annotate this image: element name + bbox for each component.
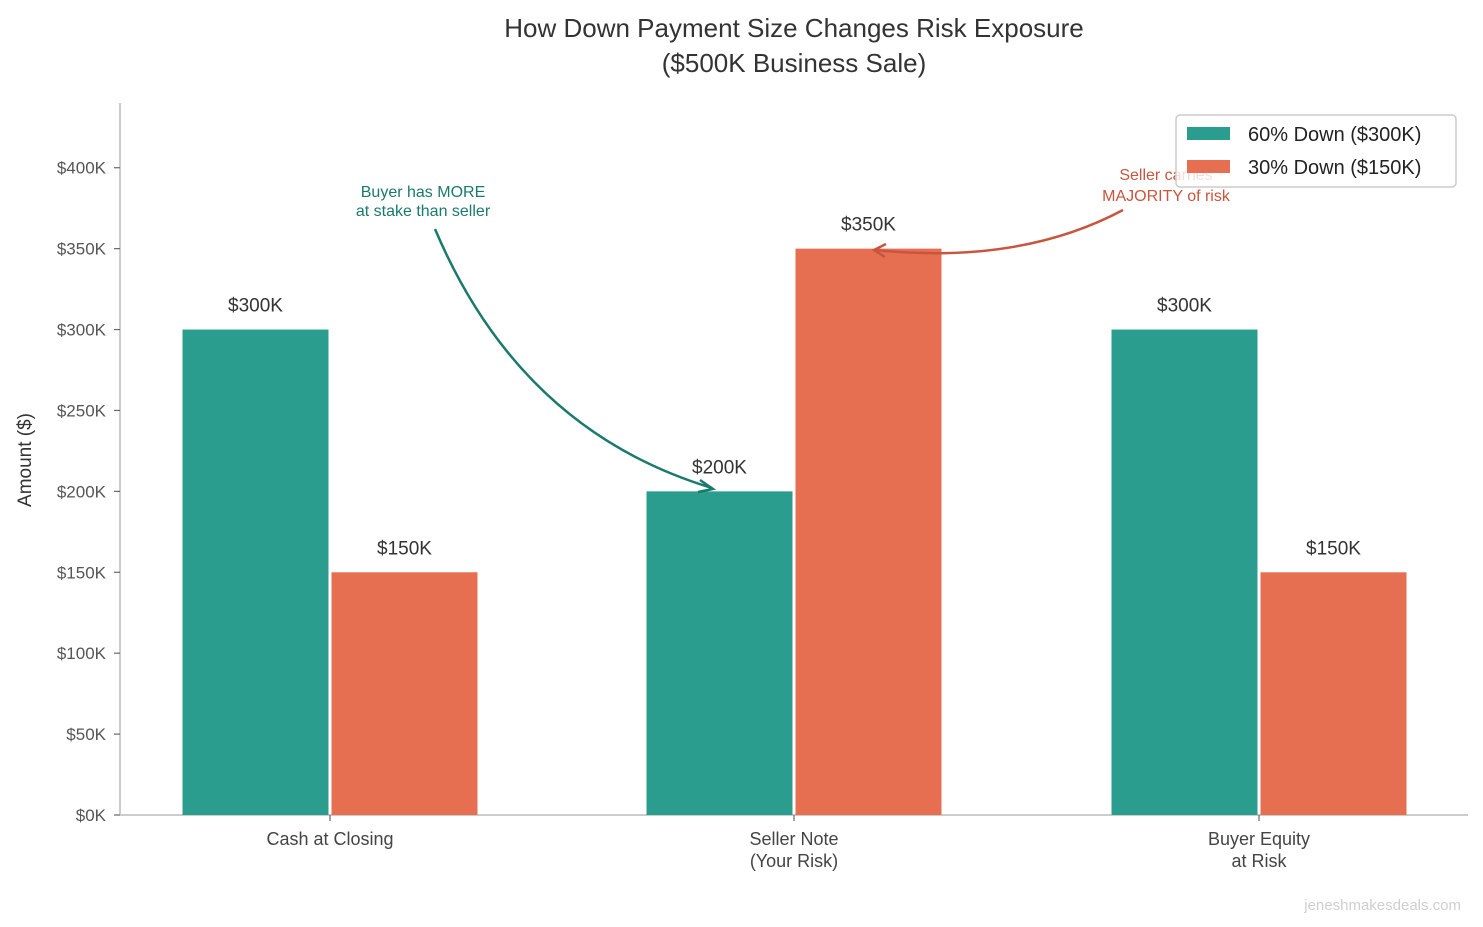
data-label: $300K	[1157, 296, 1212, 317]
y-tick-label: $400K	[57, 159, 107, 178]
x-tick-label: (Your Risk)	[750, 851, 838, 871]
y-tick-label: $350K	[57, 240, 107, 259]
x-tick-label: Seller Note	[749, 829, 838, 849]
annotation-arrow	[433, 228, 713, 490]
y-tick-label: $50K	[66, 725, 106, 744]
annotation-text: Buyer has MORE	[361, 184, 485, 201]
chart-title: How Down Payment Size Changes Risk Expos…	[504, 13, 1083, 43]
chart-subtitle: ($500K Business Sale)	[662, 48, 926, 78]
data-label: $150K	[377, 538, 432, 559]
y-tick-label: $250K	[57, 401, 107, 420]
data-label: $150K	[1306, 538, 1361, 559]
y-tick-label: $300K	[57, 321, 107, 340]
annotation-text: MAJORITY of risk	[1102, 188, 1231, 205]
x-tick-label: Cash at Closing	[266, 829, 393, 849]
bar	[1111, 329, 1258, 815]
bar	[331, 572, 478, 815]
legend-swatch	[1187, 127, 1230, 140]
data-label: $200K	[692, 457, 747, 478]
y-tick-label: $150K	[57, 563, 107, 582]
data-label: $350K	[841, 215, 896, 236]
y-tick-label: $200K	[57, 482, 107, 501]
x-tick-label: Buyer Equity	[1208, 829, 1310, 849]
legend-swatch	[1187, 160, 1230, 173]
x-tick-label: at Risk	[1231, 851, 1287, 871]
watermark: jeneshmakesdeals.com	[1303, 897, 1461, 914]
legend	[1175, 114, 1457, 188]
legend-label: 60% Down ($300K)	[1248, 124, 1421, 146]
legend-label: 30% Down ($150K)	[1248, 157, 1421, 179]
data-label: $300K	[228, 296, 283, 317]
annotation-arrow	[874, 208, 1124, 255]
arrow-head	[871, 242, 887, 259]
bar	[182, 329, 329, 815]
y-axis-label: Amount ($)	[15, 413, 36, 507]
bar	[646, 491, 793, 815]
y-tick-label: $100K	[57, 644, 107, 663]
annotation-text: at stake than seller	[356, 203, 491, 220]
bar	[795, 248, 942, 816]
y-tick-label: $0K	[76, 806, 107, 825]
arrow-head	[697, 478, 717, 494]
bar	[1260, 572, 1407, 815]
